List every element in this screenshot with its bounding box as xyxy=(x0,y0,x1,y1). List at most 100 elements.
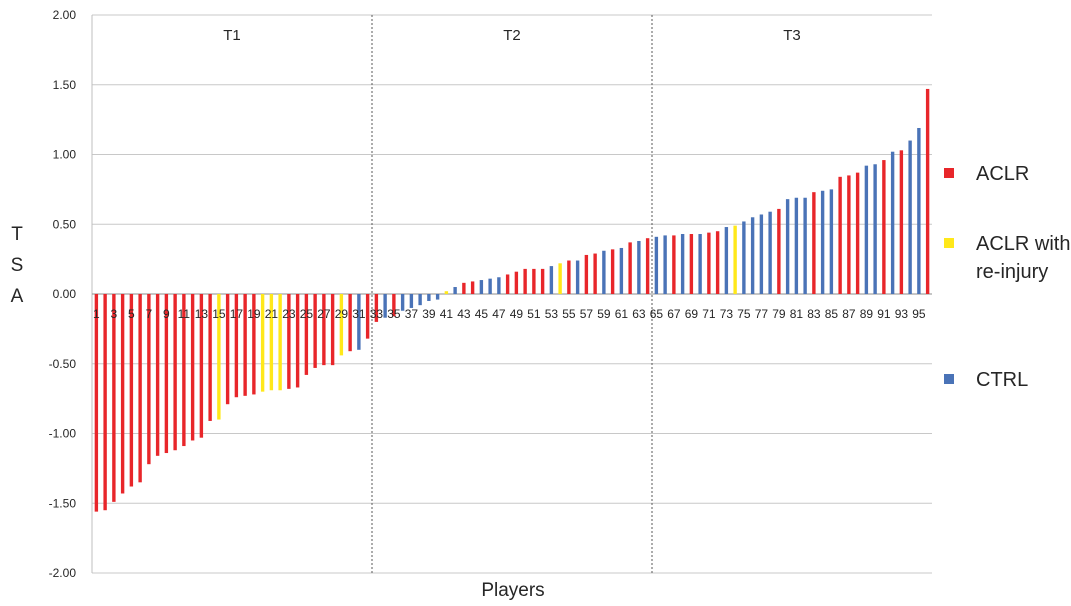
x-tick-label: 59 xyxy=(597,307,611,321)
bar-player-26 xyxy=(313,294,317,368)
bar-player-89 xyxy=(864,165,869,294)
x-tick-label: 45 xyxy=(475,307,489,321)
legend-label-ctrl: CTRL xyxy=(976,369,1029,391)
legend-item-aclr-reinjury: ACLR with re-injury xyxy=(944,230,1071,286)
x-tick-label: 9 xyxy=(163,307,170,321)
bar-player-25 xyxy=(304,294,309,375)
legend-label-aclr-reinjury: ACLR with re-injury xyxy=(976,233,1071,283)
segment-dividers: T1 T2 T3 xyxy=(223,15,801,573)
x-tick-label: 83 xyxy=(807,307,821,321)
bar-player-8 xyxy=(155,294,160,456)
x-tick-label: 95 xyxy=(912,307,926,321)
x-tick-label: 81 xyxy=(790,307,804,321)
legend-item-ctrl: CTRL xyxy=(944,366,1071,394)
legend-item-aclr: ACLR xyxy=(944,160,1071,188)
bar-player-86 xyxy=(838,176,842,294)
x-tick-label: 27 xyxy=(317,307,331,321)
bar-player-56 xyxy=(575,260,580,294)
x-tick-label: 77 xyxy=(755,307,769,321)
x-tick-label: 13 xyxy=(195,307,209,321)
bar-player-78 xyxy=(768,211,772,294)
bar-player-69 xyxy=(689,234,694,294)
x-tick-label: 19 xyxy=(247,307,261,321)
y-tick-label: 1.00 xyxy=(53,148,77,162)
x-tick-label: 65 xyxy=(650,307,664,321)
bar-player-54 xyxy=(558,263,562,294)
bar-player-1 xyxy=(94,294,99,512)
segment-label-t2: T2 xyxy=(503,27,521,44)
bar-player-10 xyxy=(173,294,177,451)
bar-player-47 xyxy=(497,277,501,294)
bar-player-85 xyxy=(829,189,834,294)
x-tick-label: 57 xyxy=(580,307,594,321)
bar-player-37 xyxy=(409,294,414,308)
bar-player-60 xyxy=(610,249,615,294)
bar-player-96 xyxy=(925,88,930,294)
x-tick-label: 15 xyxy=(212,307,226,321)
gridlines xyxy=(91,14,932,574)
bar-player-31 xyxy=(357,294,361,350)
bar-player-43 xyxy=(462,282,466,294)
bar-player-74 xyxy=(733,225,737,294)
bar-player-27 xyxy=(322,294,326,366)
segment-label-t3: T3 xyxy=(783,27,801,44)
bar-player-76 xyxy=(750,217,755,294)
bar-player-21 xyxy=(269,294,274,391)
bar-player-6 xyxy=(138,294,142,483)
bar-player-87 xyxy=(847,175,851,294)
bar-player-4 xyxy=(120,294,125,494)
bar-player-66 xyxy=(663,235,667,294)
x-tick-label: 47 xyxy=(492,307,506,321)
x-tick-label: 1 xyxy=(93,307,100,321)
bar-player-51 xyxy=(532,268,536,294)
bar-player-48 xyxy=(505,274,510,294)
x-tick-label: 39 xyxy=(422,307,436,321)
x-tick-label: 37 xyxy=(405,307,419,321)
bar-series xyxy=(94,88,930,512)
bar-player-50 xyxy=(523,268,527,294)
bar-player-67 xyxy=(672,235,676,294)
bar-player-82 xyxy=(803,197,807,294)
bar-player-16 xyxy=(225,294,230,405)
bar-player-55 xyxy=(567,260,571,294)
bar-player-28 xyxy=(330,294,335,366)
bar-player-2 xyxy=(103,294,107,511)
x-tick-label: 85 xyxy=(825,307,839,321)
bar-player-73 xyxy=(724,227,729,294)
x-tick-label: 25 xyxy=(300,307,314,321)
bar-player-95 xyxy=(917,127,921,295)
bar-player-20 xyxy=(260,294,265,392)
bar-player-77 xyxy=(759,214,764,294)
bar-player-75 xyxy=(742,221,746,294)
y-tick-label: -0.50 xyxy=(49,357,77,371)
x-tick-label: 61 xyxy=(615,307,629,321)
x-tick-label: 71 xyxy=(702,307,716,321)
bar-player-46 xyxy=(488,278,492,294)
y-tick-label: 0.00 xyxy=(53,287,77,301)
bar-player-93 xyxy=(899,150,904,294)
x-tick-label: 35 xyxy=(387,307,401,321)
bar-player-57 xyxy=(584,254,589,294)
y-axis-title-letter: T xyxy=(11,224,23,245)
y-tick-label: -1.00 xyxy=(49,427,77,441)
y-tick-label: 2.00 xyxy=(53,8,77,22)
x-tick-label: 3 xyxy=(111,307,118,321)
x-tick-label: 23 xyxy=(282,307,296,321)
x-axis-title: Players xyxy=(481,580,544,601)
bar-player-9 xyxy=(164,294,169,454)
x-tick-label: 87 xyxy=(842,307,856,321)
x-tick-label: 31 xyxy=(352,307,366,321)
bar-player-34 xyxy=(383,294,387,318)
bar-player-71 xyxy=(707,232,711,294)
bar-player-92 xyxy=(890,151,895,294)
bar-player-19 xyxy=(252,294,256,395)
bar-player-12 xyxy=(190,294,195,441)
bar-player-63 xyxy=(637,240,641,294)
x-tick-label: 79 xyxy=(772,307,786,321)
x-tick-label: 29 xyxy=(335,307,349,321)
x-tick-label: 53 xyxy=(545,307,559,321)
legend-label-aclr: ACLR xyxy=(976,163,1030,185)
bar-player-94 xyxy=(908,140,912,294)
bar-player-58 xyxy=(593,253,597,294)
